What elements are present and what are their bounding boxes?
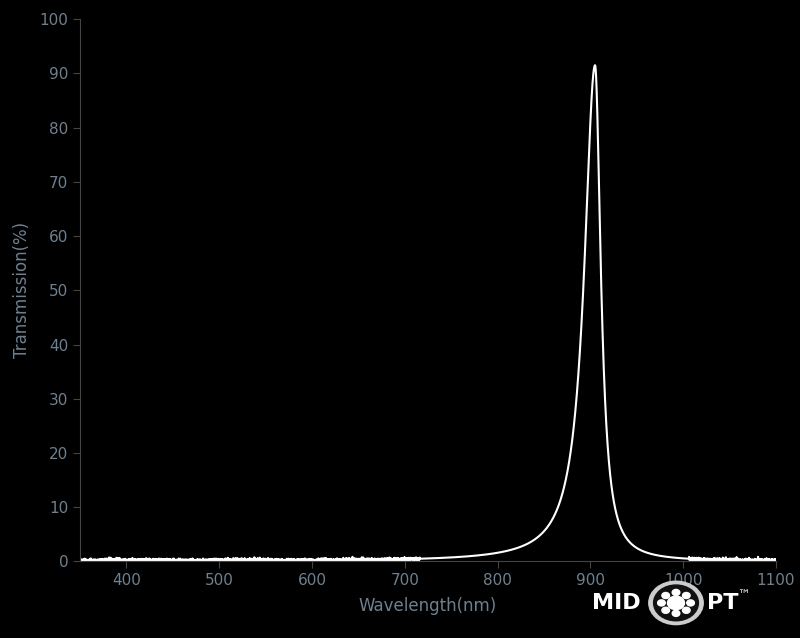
Text: PT: PT [707, 593, 738, 613]
Text: MID: MID [592, 593, 641, 613]
X-axis label: Wavelength(nm): Wavelength(nm) [359, 597, 497, 614]
Text: ™: ™ [737, 589, 750, 602]
Y-axis label: Transmission(%): Transmission(%) [13, 222, 31, 359]
